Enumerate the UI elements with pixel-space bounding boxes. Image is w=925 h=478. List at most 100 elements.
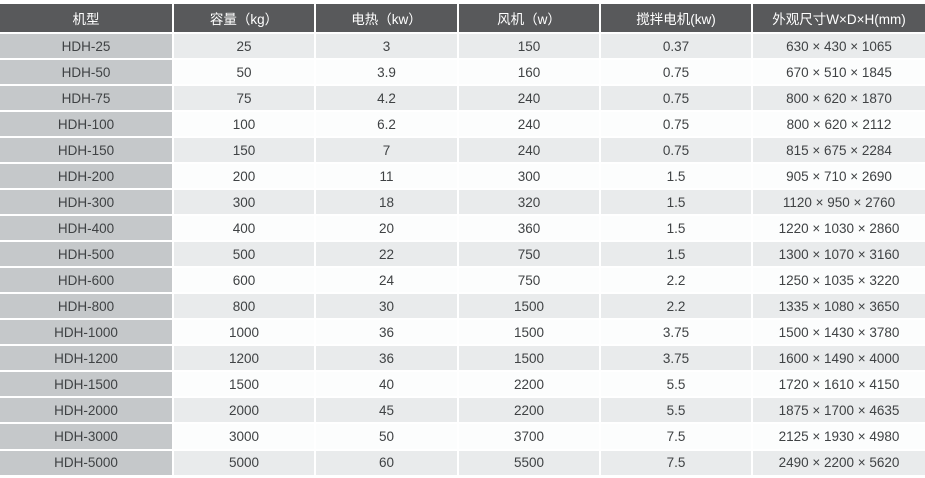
electric-heat-cell: 36 (314, 344, 459, 373)
stir-motor-cell: 1.5 (599, 188, 753, 217)
electric-heat-cell: 7 (314, 136, 459, 165)
fan-cell: 160 (457, 58, 601, 87)
capacity-cell: 100 (172, 110, 316, 139)
capacity-cell: 200 (172, 162, 316, 191)
dimensions-cell: 815 × 675 × 2284 (751, 136, 925, 165)
electric-heat-cell: 45 (314, 396, 459, 425)
header-model: 机型 (0, 0, 174, 34)
dimensions-cell: 1120 × 950 × 2760 (751, 188, 925, 217)
header-electric-heat: 电热（kw） (314, 0, 459, 34)
dimensions-cell: 800 × 620 × 2112 (751, 110, 925, 139)
electric-heat-cell: 6.2 (314, 110, 459, 139)
stir-motor-cell: 1.5 (599, 214, 753, 243)
model-cell: HDH-600 (0, 266, 174, 295)
header-stir-motor: 搅拌电机(kw) (599, 0, 753, 34)
model-cell: HDH-200 (0, 162, 174, 191)
model-cell: HDH-400 (0, 214, 174, 243)
stir-motor-cell: 1.5 (599, 162, 753, 191)
table-row: HDH-2000 2000 45 2200 5.5 1875 × 1700 × 4635 (0, 396, 925, 425)
dimensions-cell: 1300 × 1070 × 3160 (751, 240, 925, 269)
table-row: HDH-800 800 30 1500 2.2 1335 × 1080 × 3650 (0, 292, 925, 321)
capacity-cell: 600 (172, 266, 316, 295)
stir-motor-cell: 2.2 (599, 292, 753, 321)
electric-heat-cell: 36 (314, 318, 459, 347)
capacity-cell: 400 (172, 214, 316, 243)
table-row: HDH-3000 3000 50 3700 7.5 2125 × 1930 × 4980 (0, 422, 925, 451)
stir-motor-cell: 0.37 (599, 31, 753, 61)
table-row: HDH-500 500 22 750 1.5 1300 × 1070 × 3160 (0, 240, 925, 269)
stir-motor-cell: 2.2 (599, 266, 753, 295)
dimensions-cell: 2125 × 1930 × 4980 (751, 422, 925, 451)
model-cell: HDH-1500 (0, 370, 174, 399)
model-cell: HDH-2000 (0, 396, 174, 425)
table-row: HDH-1500 1500 40 2200 5.5 1720 × 1610 × 4150 (0, 370, 925, 399)
dimensions-cell: 670 × 510 × 1845 (751, 58, 925, 87)
model-cell: HDH-150 (0, 136, 174, 165)
model-cell: HDH-1000 (0, 318, 174, 347)
capacity-cell: 150 (172, 136, 316, 165)
electric-heat-cell: 3.9 (314, 58, 459, 87)
capacity-cell: 5000 (172, 448, 316, 478)
table-row: HDH-300 300 18 320 1.5 1120 × 950 × 2760 (0, 188, 925, 217)
stir-motor-cell: 5.5 (599, 396, 753, 425)
model-cell: HDH-3000 (0, 422, 174, 451)
table-row: HDH-150 150 7 240 0.75 815 × 675 × 2284 (0, 136, 925, 165)
capacity-cell: 25 (172, 31, 316, 61)
dimensions-cell: 1335 × 1080 × 3650 (751, 292, 925, 321)
stir-motor-cell: 0.75 (599, 58, 753, 87)
stir-motor-cell: 5.5 (599, 370, 753, 399)
table-row: HDH-1000 1000 36 1500 3.75 1500 × 1430 × 3780 (0, 318, 925, 347)
table-row: HDH-600 600 24 750 2.2 1250 × 1035 × 3220 (0, 266, 925, 295)
fan-cell: 150 (457, 31, 601, 61)
header-fan: 风机（w） (457, 0, 601, 34)
fan-cell: 240 (457, 110, 601, 139)
table-row: HDH-100 100 6.2 240 0.75 800 × 620 × 2112 (0, 110, 925, 139)
capacity-cell: 50 (172, 58, 316, 87)
spec-table-body: HDH-25 25 3 150 0.37 630 × 430 × 1065 HDH-50 50… (0, 31, 925, 478)
dimensions-cell: 1500 × 1430 × 3780 (751, 318, 925, 347)
model-cell: HDH-1200 (0, 344, 174, 373)
dimensions-cell: 1220 × 1030 × 2860 (751, 214, 925, 243)
dimensions-cell: 630 × 430 × 1065 (751, 31, 925, 61)
dimensions-cell: 800 × 620 × 1870 (751, 84, 925, 113)
fan-cell: 240 (457, 136, 601, 165)
capacity-cell: 1500 (172, 370, 316, 399)
stir-motor-cell: 0.75 (599, 110, 753, 139)
stir-motor-cell: 0.75 (599, 136, 753, 165)
electric-heat-cell: 50 (314, 422, 459, 451)
dimensions-cell: 905 × 710 × 2690 (751, 162, 925, 191)
electric-heat-cell: 4.2 (314, 84, 459, 113)
electric-heat-cell: 30 (314, 292, 459, 321)
fan-cell: 300 (457, 162, 601, 191)
fan-cell: 1500 (457, 292, 601, 321)
table-row: HDH-400 400 20 360 1.5 1220 × 1030 × 2860 (0, 214, 925, 243)
electric-heat-cell: 3 (314, 31, 459, 61)
header-row: 机型 容量（kg） 电热（kw） 风机（w） 搅拌电机(kw) 外观尺寸W×D×… (0, 0, 925, 34)
electric-heat-cell: 24 (314, 266, 459, 295)
capacity-cell: 1000 (172, 318, 316, 347)
stir-motor-cell: 3.75 (599, 344, 753, 373)
dimensions-cell: 1600 × 1490 × 4000 (751, 344, 925, 373)
table-row: HDH-75 75 4.2 240 0.75 800 × 620 × 1870 (0, 84, 925, 113)
stir-motor-cell: 1.5 (599, 240, 753, 269)
electric-heat-cell: 20 (314, 214, 459, 243)
table-row: HDH-5000 5000 60 5500 7.5 2490 × 2200 × 5620 (0, 448, 925, 478)
dimensions-cell: 2490 × 2200 × 5620 (751, 448, 925, 478)
header-capacity: 容量（kg） (172, 0, 316, 34)
fan-cell: 5500 (457, 448, 601, 478)
capacity-cell: 1200 (172, 344, 316, 373)
electric-heat-cell: 22 (314, 240, 459, 269)
electric-heat-cell: 60 (314, 448, 459, 478)
fan-cell: 1500 (457, 344, 601, 373)
fan-cell: 750 (457, 266, 601, 295)
model-cell: HDH-300 (0, 188, 174, 217)
fan-cell: 360 (457, 214, 601, 243)
table-row: HDH-1200 1200 36 1500 3.75 1600 × 1490 × 4000 (0, 344, 925, 373)
electric-heat-cell: 11 (314, 162, 459, 191)
fan-cell: 3700 (457, 422, 601, 451)
stir-motor-cell: 0.75 (599, 84, 753, 113)
model-cell: HDH-800 (0, 292, 174, 321)
electric-heat-cell: 18 (314, 188, 459, 217)
header-dimensions: 外观尺寸W×D×H(mm) (751, 0, 925, 34)
table-row: HDH-200 200 11 300 1.5 905 × 710 × 2690 (0, 162, 925, 191)
